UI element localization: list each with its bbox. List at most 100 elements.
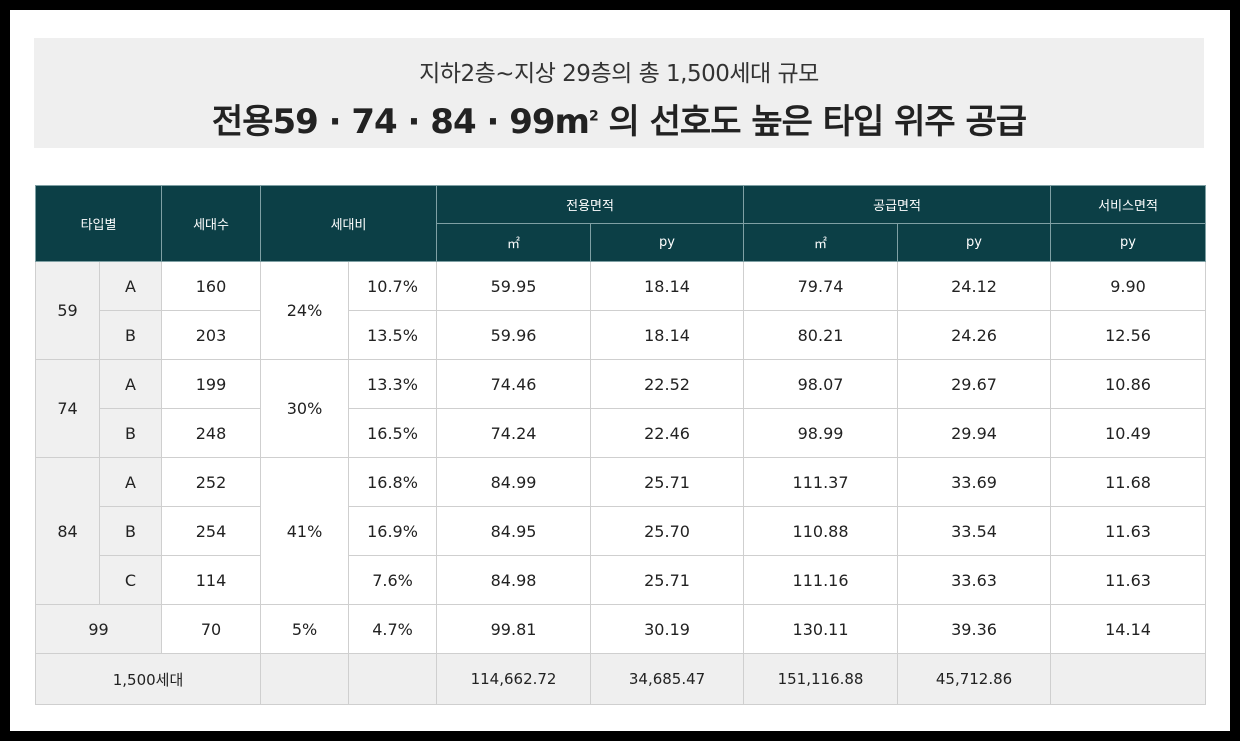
units-cell: 160 bbox=[161, 261, 262, 311]
group-ratio-cell: 24% bbox=[260, 261, 350, 360]
exclusive-py-cell: 30.19 bbox=[590, 604, 745, 654]
page-frame: 지하2층~지상 29층의 총 1,500세대 규모 전용59 · 74 · 84… bbox=[10, 10, 1230, 731]
ratio-cell: 16.9% bbox=[348, 506, 438, 556]
type-cell: 84 bbox=[35, 457, 100, 605]
exclusive-sqm-cell: 74.46 bbox=[436, 359, 592, 409]
service-py-cell: 11.63 bbox=[1050, 555, 1207, 605]
total-supply-sqm: 151,116.88 bbox=[743, 653, 899, 705]
table-row: B 203 13.5% 59.96 18.14 80.21 24.26 12.5… bbox=[36, 310, 1207, 360]
header-service-area: 서비스면적 bbox=[1050, 185, 1207, 224]
header-exclusive-area: 전용면적 bbox=[436, 185, 745, 224]
service-py-cell: 14.14 bbox=[1050, 604, 1207, 654]
table-row: 74 A 199 30% 13.3% 74.46 22.52 98.07 29.… bbox=[35, 359, 1207, 458]
total-label: 1,500세대 bbox=[34, 653, 262, 705]
type-cell: 59 bbox=[35, 261, 100, 360]
supply-sqm-cell: 110.88 bbox=[743, 506, 899, 556]
table-row: 99 70 5% 4.7% 99.81 30.19 130.11 39.36 1… bbox=[34, 604, 1207, 654]
header-supply-area: 공급면적 bbox=[743, 185, 1052, 224]
exclusive-sqm-cell: 74.24 bbox=[436, 408, 592, 458]
header-supply-py: py bbox=[897, 223, 1052, 262]
header-exclusive-sqm: ㎡ bbox=[436, 223, 592, 262]
ratio-cell: 10.7% bbox=[348, 261, 438, 311]
exclusive-py-cell: 25.71 bbox=[590, 555, 745, 605]
supply-py-cell: 24.12 bbox=[897, 261, 1052, 311]
total-exclusive-sqm: 114,662.72 bbox=[436, 653, 592, 705]
type-cell: 99 bbox=[34, 604, 163, 654]
supply-py-cell: 33.63 bbox=[897, 555, 1052, 605]
header-type: 타입별 bbox=[34, 185, 163, 262]
exclusive-py-cell: 22.52 bbox=[590, 359, 745, 409]
title-main: 전용59 · 74 · 84 · 99m bbox=[211, 102, 590, 142]
total-empty-cell bbox=[348, 653, 438, 705]
supply-sqm-cell: 80.21 bbox=[743, 310, 899, 360]
supply-py-cell: 29.94 bbox=[897, 408, 1052, 458]
ratio-cell: 7.6% bbox=[348, 555, 438, 605]
total-exclusive-py: 34,685.47 bbox=[590, 653, 745, 705]
group-ratio-cell: 30% bbox=[260, 359, 350, 458]
subtype-cell: B bbox=[98, 506, 163, 556]
header-ratio: 세대비 bbox=[260, 185, 438, 262]
unit-area-table: 타입별 세대수 세대비 전용면적 공급면적 서비스면적 ㎡ py ㎡ py py… bbox=[34, 185, 1207, 705]
supply-sqm-cell: 130.11 bbox=[743, 604, 899, 654]
supply-sqm-cell: 111.37 bbox=[743, 457, 899, 507]
service-py-cell: 10.49 bbox=[1050, 408, 1207, 458]
supply-py-cell: 39.36 bbox=[897, 604, 1052, 654]
units-cell: 248 bbox=[161, 408, 262, 458]
subtype-cell: A bbox=[98, 261, 163, 311]
supply-py-cell: 33.69 bbox=[897, 457, 1052, 507]
total-empty-cell bbox=[260, 653, 350, 705]
units-cell: 70 bbox=[161, 604, 262, 654]
page-title: 전용59 · 74 · 84 · 99m2 의 선호도 높은 타입 위주 공급 bbox=[34, 94, 1204, 143]
supply-py-cell: 29.67 bbox=[897, 359, 1052, 409]
exclusive-py-cell: 25.70 bbox=[590, 506, 745, 556]
exclusive-sqm-cell: 99.81 bbox=[436, 604, 592, 654]
header-exclusive-py: py bbox=[590, 223, 745, 262]
total-supply-py: 45,712.86 bbox=[897, 653, 1052, 705]
type-cell: 74 bbox=[35, 359, 100, 458]
header-supply-sqm: ㎡ bbox=[743, 223, 899, 262]
ratio-cell: 13.5% bbox=[348, 310, 438, 360]
table-row: 59 A 160 24% 10.7% 59.95 18.14 79.74 24.… bbox=[35, 261, 1207, 360]
supply-sqm-cell: 111.16 bbox=[743, 555, 899, 605]
exclusive-py-cell: 18.14 bbox=[590, 310, 745, 360]
supply-sqm-cell: 98.07 bbox=[743, 359, 899, 409]
header-service-py: py bbox=[1050, 223, 1207, 262]
exclusive-py-cell: 22.46 bbox=[590, 408, 745, 458]
subtitle: 지하2층~지상 29층의 총 1,500세대 규모 bbox=[419, 61, 819, 87]
supply-py-cell: 33.54 bbox=[897, 506, 1052, 556]
units-cell: 254 bbox=[161, 506, 262, 556]
service-py-cell: 11.63 bbox=[1050, 506, 1207, 556]
total-empty-cell bbox=[1050, 653, 1207, 705]
subtype-cell: B bbox=[98, 408, 163, 458]
title-superscript: 2 bbox=[588, 108, 599, 125]
exclusive-sqm-cell: 59.96 bbox=[436, 310, 592, 360]
exclusive-py-cell: 18.14 bbox=[590, 261, 745, 311]
group-ratio-cell: 41% bbox=[260, 457, 350, 605]
header-banner: 지하2층~지상 29층의 총 1,500세대 규모 전용59 · 74 · 84… bbox=[34, 38, 1204, 148]
units-cell: 199 bbox=[161, 359, 262, 409]
table-row: B 254 16.9% 84.95 25.70 110.88 33.54 11.… bbox=[36, 506, 1207, 556]
service-py-cell: 9.90 bbox=[1050, 261, 1207, 311]
exclusive-sqm-cell: 84.95 bbox=[436, 506, 592, 556]
service-py-cell: 10.86 bbox=[1050, 359, 1207, 409]
ratio-cell: 13.3% bbox=[348, 359, 438, 409]
service-py-cell: 11.68 bbox=[1050, 457, 1207, 507]
subtype-cell: A bbox=[98, 359, 163, 409]
supply-py-cell: 24.26 bbox=[897, 310, 1052, 360]
ratio-cell: 4.7% bbox=[348, 604, 438, 654]
subtype-cell: A bbox=[98, 457, 163, 507]
ratio-cell: 16.5% bbox=[348, 408, 438, 458]
exclusive-sqm-cell: 84.98 bbox=[436, 555, 592, 605]
table-row: B 248 16.5% 74.24 22.46 98.99 29.94 10.4… bbox=[36, 408, 1207, 458]
exclusive-sqm-cell: 59.95 bbox=[436, 261, 592, 311]
subtype-cell: B bbox=[98, 310, 163, 360]
table-row: C 114 7.6% 84.98 25.71 111.16 33.63 11.6… bbox=[36, 555, 1207, 605]
units-cell: 203 bbox=[161, 310, 262, 360]
service-py-cell: 12.56 bbox=[1050, 310, 1207, 360]
exclusive-py-cell: 25.71 bbox=[590, 457, 745, 507]
total-row: 1,500세대 114,662.72 34,685.47 151,116.88 … bbox=[34, 653, 1207, 705]
supply-sqm-cell: 98.99 bbox=[743, 408, 899, 458]
units-cell: 114 bbox=[161, 555, 262, 605]
header-units: 세대수 bbox=[161, 185, 262, 262]
table-row: 84 A 252 41% 16.8% 84.99 25.71 111.37 33… bbox=[35, 457, 1207, 605]
